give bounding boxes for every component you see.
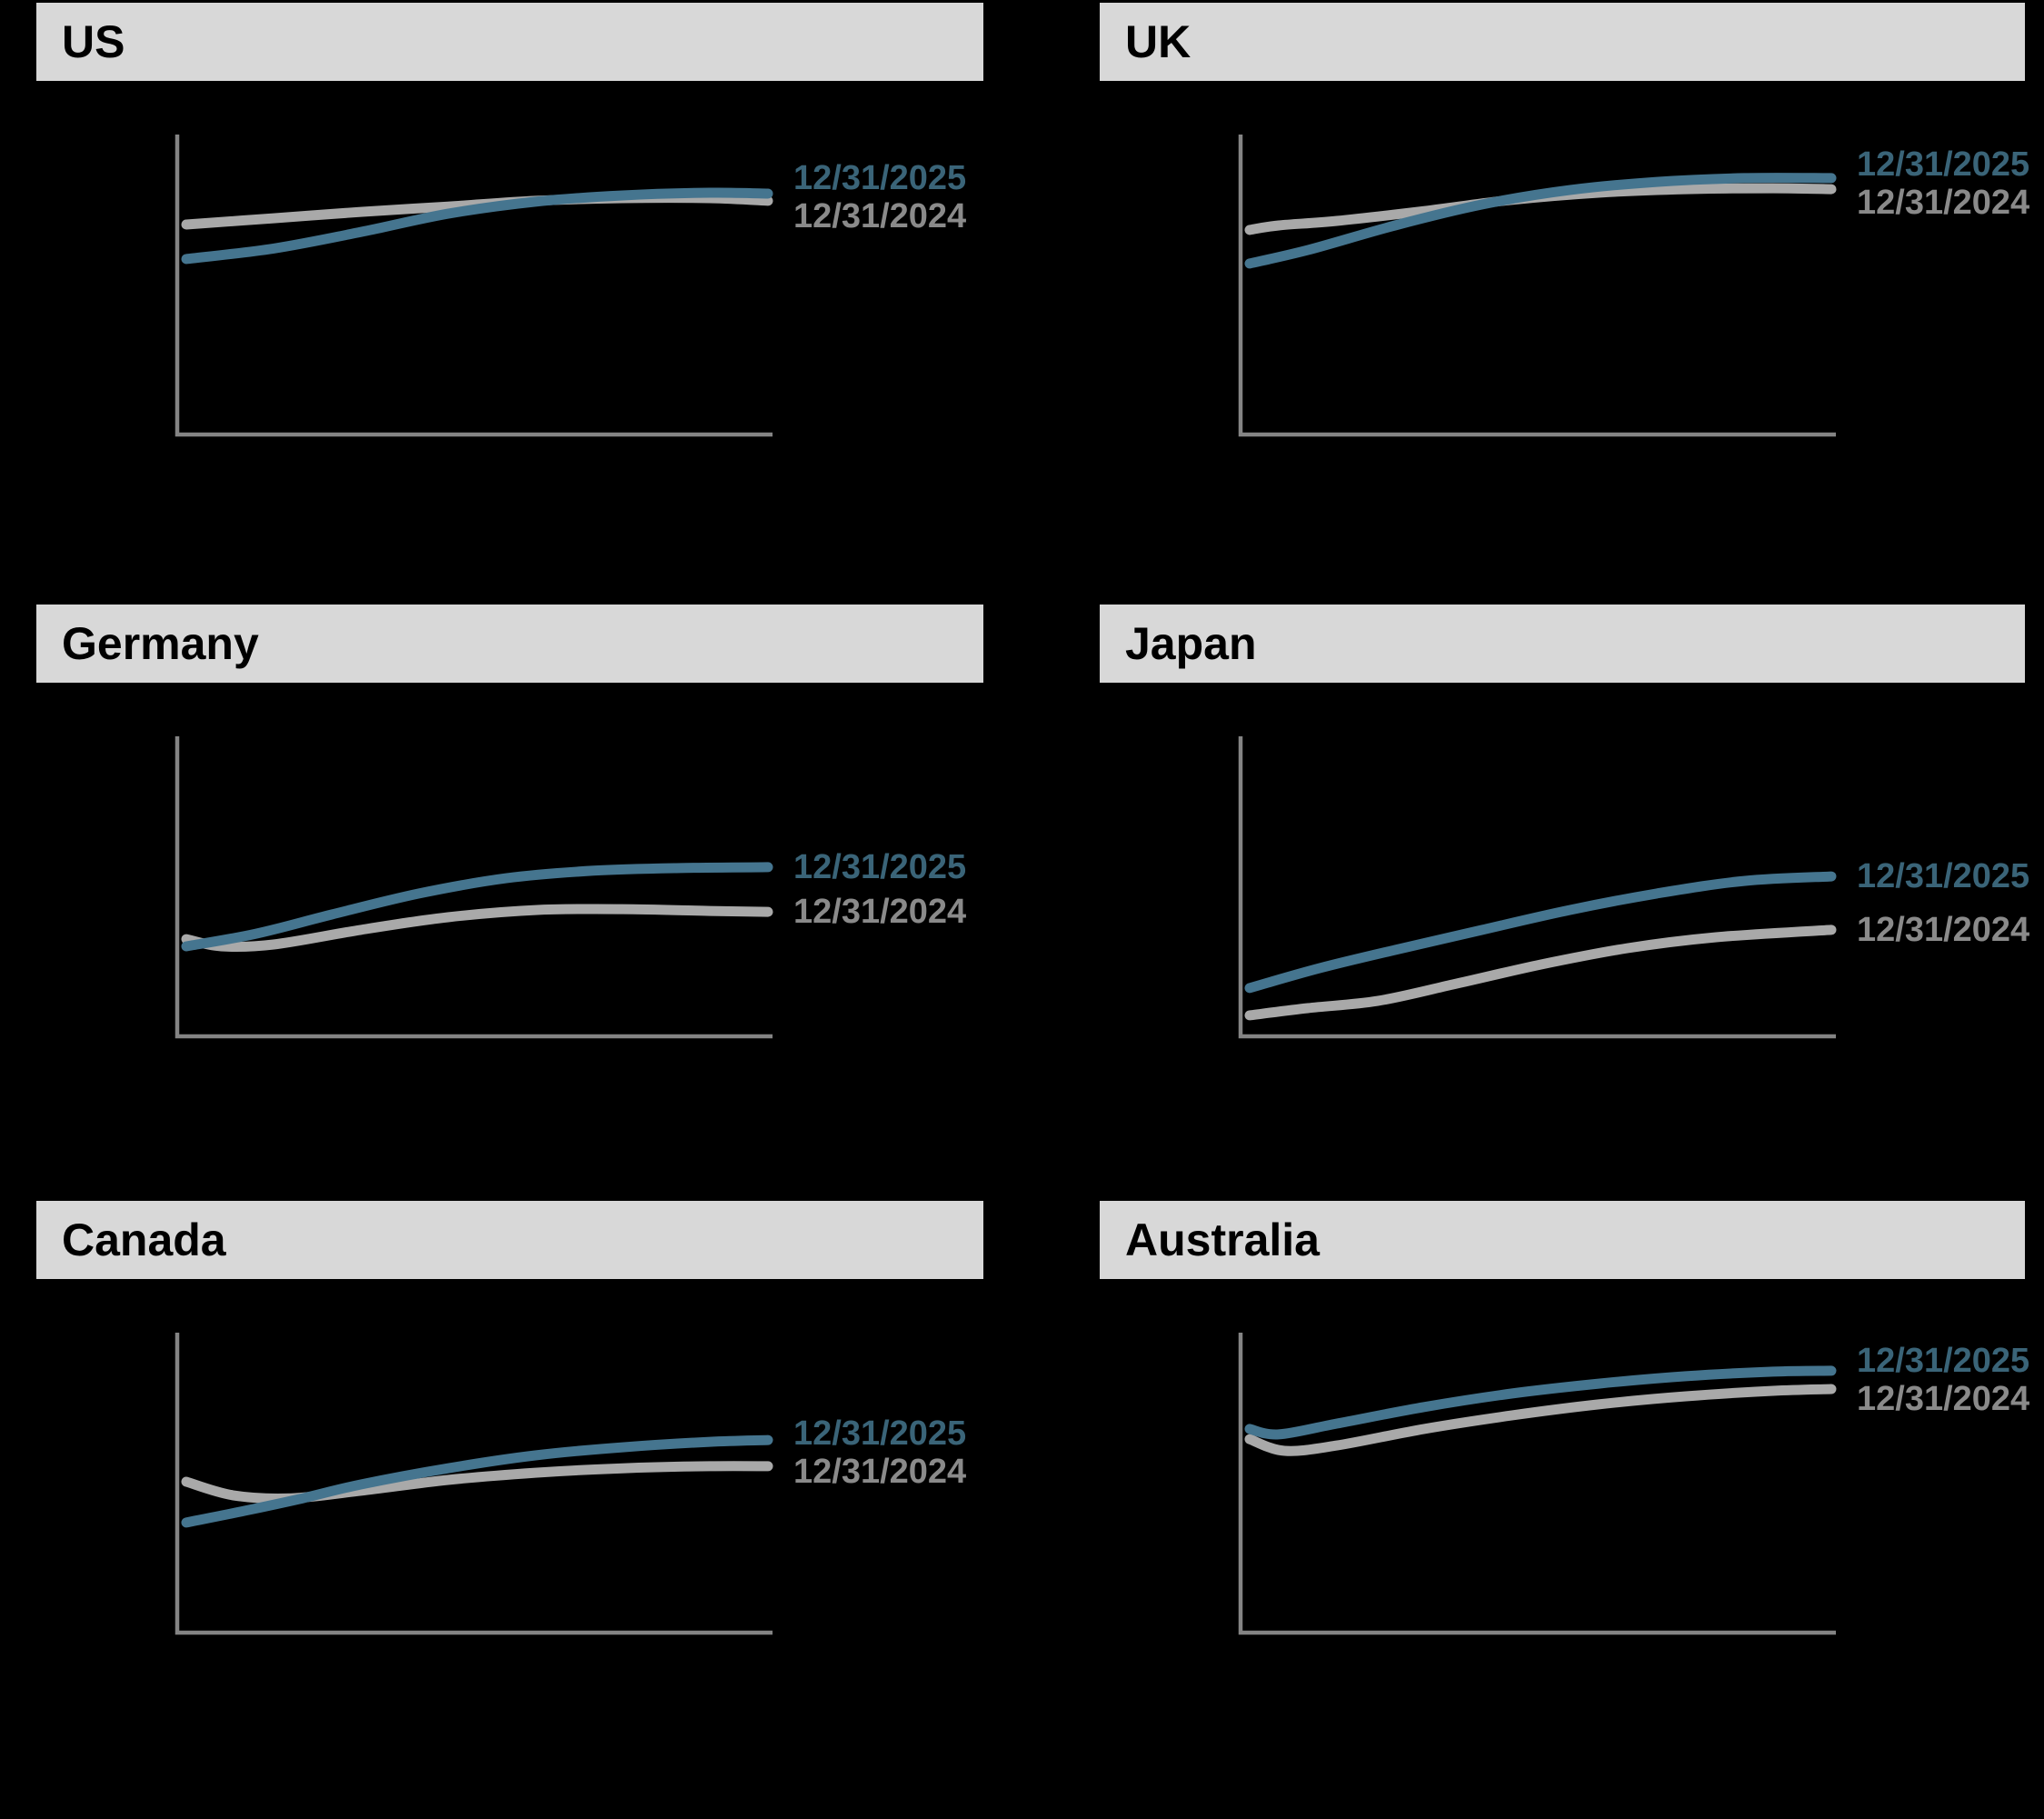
panel-germany: Germany 12/31/2025 12/31/2024 [36,605,983,1223]
line-chart [1238,736,1837,1039]
series-label-2024: 12/31/2024 [1857,1379,2030,1418]
panel-title: Germany [62,618,259,669]
line-2024 [1244,1384,1837,1456]
series-label-2025: 12/31/2025 [793,847,967,886]
line-2024 [181,1461,773,1504]
panel-canada: Canada 12/31/2025 12/31/2024 [36,1201,983,1819]
line-2025 [181,862,773,952]
series-label-2025: 12/31/2025 [793,158,967,197]
line-chart [174,135,773,437]
panel-header: Germany [36,605,983,683]
axis-lines [1238,1333,1836,1635]
panel-title: UK [1125,16,1192,67]
series-label-2024: 12/31/2024 [793,196,967,235]
line-chart [174,1333,773,1635]
panel-header: Australia [1100,1201,2025,1279]
panel-japan: Japan 12/31/2025 12/31/2024 [1100,605,2029,1223]
panel-header: Japan [1100,605,2025,683]
panel-title: Australia [1125,1214,1320,1265]
line-chart [1238,1333,1837,1635]
line-2025 [1244,871,1837,994]
panel-title: Canada [62,1214,226,1265]
axis-lines [174,135,773,437]
series-label-2024: 12/31/2024 [1857,183,2030,222]
line-2024 [1244,924,1837,1021]
panel-us: US 12/31/2025 12/31/2024 [36,3,983,621]
line-chart [174,736,773,1039]
series-label-2025: 12/31/2025 [1857,857,2030,896]
axis-lines [174,1333,773,1635]
series-label-2025: 12/31/2025 [1857,1341,2030,1380]
line-2025 [181,1434,773,1528]
line-chart [1238,135,1837,437]
panel-title: US [62,16,125,67]
panel-header: US [36,3,983,81]
panel-australia: Australia 12/31/2025 12/31/2024 [1100,1201,2029,1819]
line-2024 [181,904,773,953]
series-label-2024: 12/31/2024 [1857,910,2030,949]
series-label-2025: 12/31/2025 [793,1414,967,1454]
line-2025 [181,187,773,265]
series-label-2025: 12/31/2025 [1857,145,2030,184]
line-2025 [1244,173,1837,269]
series-label-2024: 12/31/2024 [793,1453,967,1492]
axis-lines [1238,736,1836,1039]
line-2025 [1244,1365,1837,1440]
axis-lines [174,736,773,1039]
panel-header: UK [1100,3,2025,81]
panel-header: Canada [36,1201,983,1279]
series-label-2024: 12/31/2024 [793,893,967,932]
panel-uk: UK 12/31/2025 12/31/2024 [1100,3,2029,621]
axis-lines [1238,135,1836,437]
yield-curve-dashboard: US 12/31/2025 12/31/2024 UK 12/31/2025 1… [36,3,2029,1635]
panel-title: Japan [1125,618,1257,669]
